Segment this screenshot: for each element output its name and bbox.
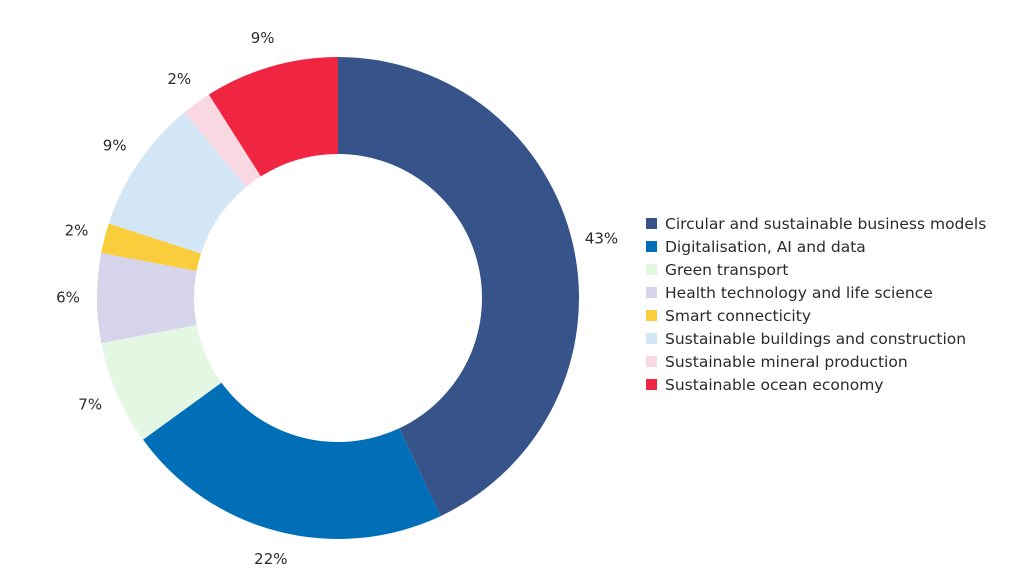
legend-label: Sustainable ocean economy: [665, 375, 884, 394]
slice-percent-label: 43%: [585, 230, 618, 248]
legend-swatch: [646, 379, 657, 390]
donut-slice: [101, 324, 222, 440]
legend: Circular and sustainable business models…: [646, 212, 986, 396]
donut-slice: [101, 223, 202, 272]
legend-item: Sustainable mineral production: [646, 350, 986, 373]
legend-swatch: [646, 218, 657, 229]
slice-percent-label: 9%: [251, 29, 275, 47]
donut-slice: [97, 252, 197, 344]
legend-swatch: [646, 310, 657, 321]
slice-percent-label: 7%: [78, 396, 102, 414]
legend-item: Green transport: [646, 258, 986, 281]
slice-percent-label: 6%: [56, 289, 80, 307]
donut-slice: [338, 57, 580, 517]
legend-label: Green transport: [665, 260, 789, 279]
legend-swatch: [646, 264, 657, 275]
legend-label: Health technology and life science: [665, 283, 933, 302]
legend-swatch: [646, 356, 657, 367]
legend-swatch: [646, 333, 657, 344]
legend-item: Sustainable ocean economy: [646, 373, 986, 396]
slice-percent-label: 22%: [254, 550, 287, 568]
legend-swatch: [646, 287, 657, 298]
donut-slice: [108, 112, 247, 254]
slice-percent-label: 2%: [65, 221, 89, 239]
legend-label: Circular and sustainable business models: [665, 214, 987, 233]
slice-percent-label: 9%: [103, 137, 127, 155]
donut-slice: [208, 57, 338, 177]
legend-label: Sustainable mineral production: [665, 352, 908, 371]
legend-item: Digitalisation, AI and data: [646, 235, 986, 258]
legend-item: Health technology and life science: [646, 281, 986, 304]
legend-label: Digitalisation, AI and data: [665, 237, 866, 256]
legend-item: Circular and sustainable business models: [646, 212, 986, 235]
legend-swatch: [646, 241, 657, 252]
legend-label: Smart connecticity: [665, 306, 811, 325]
legend-label: Sustainable buildings and construction: [665, 329, 967, 348]
donut-slice: [184, 94, 261, 188]
slice-percent-label: 2%: [167, 70, 191, 88]
legend-item: Sustainable buildings and construction: [646, 327, 986, 350]
donut-slice: [143, 382, 441, 539]
legend-item: Smart connecticity: [646, 304, 986, 327]
